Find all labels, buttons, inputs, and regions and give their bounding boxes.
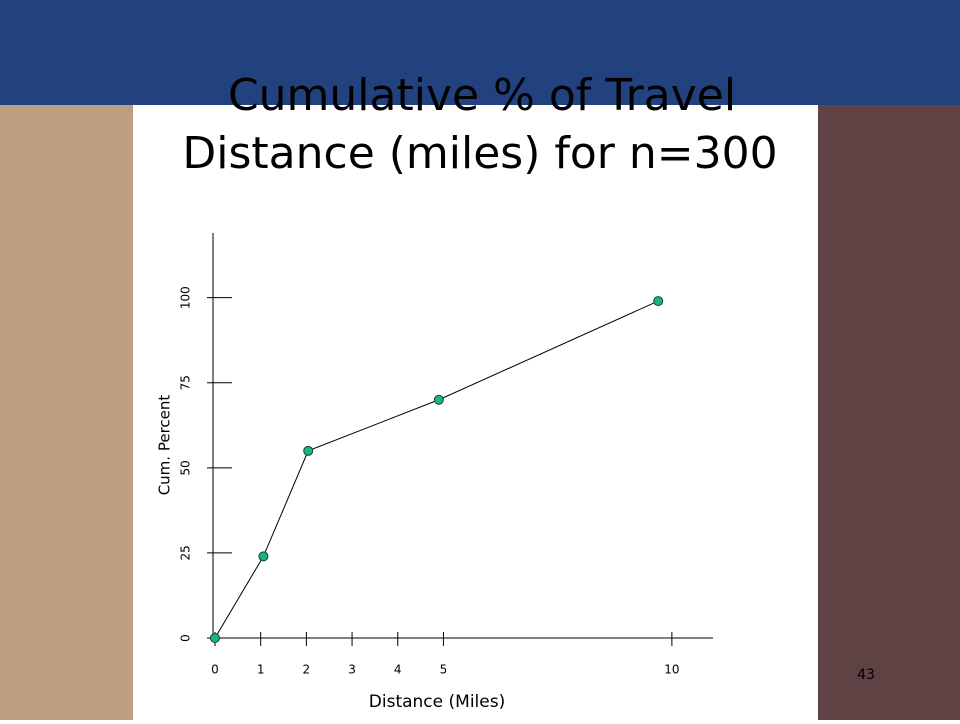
x-axis-label: Distance (Miles) bbox=[369, 692, 505, 712]
x-tick-label: 10 bbox=[664, 663, 679, 677]
page-number: 43 bbox=[857, 667, 875, 683]
y-tick-label: 75 bbox=[179, 375, 193, 390]
data-point bbox=[653, 296, 664, 307]
x-tick-label: 1 bbox=[257, 663, 265, 677]
data-point bbox=[210, 633, 220, 643]
x-tick-label: 5 bbox=[440, 663, 448, 677]
y-axis-label: Cum. Percent bbox=[156, 395, 174, 496]
x-tick-label: 2 bbox=[303, 663, 311, 677]
right-band bbox=[818, 105, 960, 720]
y-tick-label: 50 bbox=[179, 460, 193, 475]
chart-subtitle: Distance (miles) for n=300 bbox=[182, 128, 777, 179]
chart-title: Cumulative % of Travel bbox=[228, 70, 736, 121]
y-tick-label: 25 bbox=[179, 545, 193, 560]
data-point bbox=[258, 551, 269, 562]
top-band bbox=[0, 0, 960, 105]
x-tick-label: 4 bbox=[394, 663, 402, 677]
x-tick-label: 0 bbox=[211, 663, 219, 677]
y-tick-label: 100 bbox=[179, 286, 193, 309]
x-tick-label: 3 bbox=[348, 663, 356, 677]
left-band bbox=[0, 105, 133, 720]
y-tick-label: 0 bbox=[179, 634, 193, 642]
data-point bbox=[303, 445, 314, 456]
data-point bbox=[433, 394, 444, 405]
